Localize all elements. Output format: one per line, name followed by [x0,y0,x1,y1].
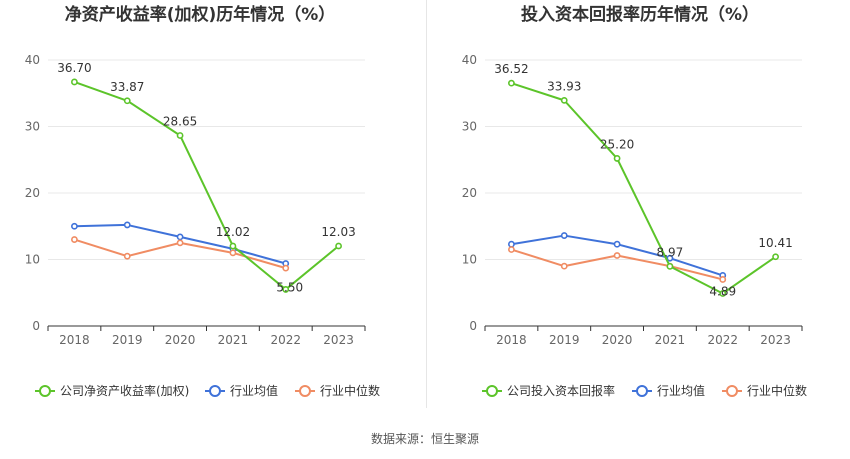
data-point [229,242,237,250]
legend-swatch-marker [299,385,311,397]
y-tick-label: 0 [469,319,477,333]
data-point [560,96,568,104]
data-label: 4.89 [709,284,736,298]
data-label: 33.93 [547,79,581,93]
x-tick-label: 2019 [112,333,143,347]
x-tick-label: 2018 [496,333,527,347]
data-point [719,290,727,297]
data-label: 36.52 [494,62,528,76]
data-point [71,222,78,230]
data-point [123,252,131,260]
data-point [282,286,290,293]
data-label: 36.70 [57,61,91,75]
x-tick-label: 2023 [323,333,354,347]
legend-swatch-marker [39,385,51,397]
legend-label-company: 公司净资产收益率(加权) [60,383,189,398]
data-point [613,155,621,162]
data-label: 5.50 [276,280,303,294]
panel-divider [426,0,427,408]
data-point [560,232,568,239]
legend-swatch-marker [726,385,738,397]
data-point [560,262,568,270]
data-label: 12.03 [321,225,355,239]
x-tick-label: 2021 [655,333,686,347]
y-tick-label: 40 [462,53,477,67]
x-tick-label: 2019 [549,333,580,347]
data-label: 28.65 [163,114,197,128]
data-point [176,239,184,247]
data-point [666,254,674,262]
data-point [71,236,78,243]
legend-label-industry-median: 行业中位数 [320,383,380,398]
data-source-note: 数据来源：恒生聚源 [370,432,479,446]
x-tick-label: 2020 [165,333,196,347]
data-point [71,78,78,86]
data-point [719,276,727,283]
chart-title-1: 净资产收益率(加权)历年情况（%） [65,4,336,25]
y-tick-label: 0 [32,319,40,333]
y-tick-label: 30 [25,120,40,134]
series-line-company [511,82,777,295]
data-label: 10.41 [758,236,792,250]
data-point [508,240,515,248]
y-tick-label: 40 [25,53,40,67]
data-point [229,249,237,257]
data-label: 8.97 [657,245,684,259]
y-tick-label: 20 [462,186,477,200]
legend-label-industry-avg: 行业均值 [657,383,705,398]
legend-label-industry-avg: 行业均值 [230,383,278,398]
y-tick-label: 10 [25,253,40,267]
data-point [613,240,621,248]
legend-swatch-marker [209,385,221,397]
legend-swatch-marker [636,385,648,397]
series-line-company [74,81,340,291]
data-label: 12.02 [216,225,250,239]
data-point [282,264,290,272]
x-tick-label: 2020 [602,333,633,347]
x-tick-label: 2018 [59,333,90,347]
y-tick-label: 30 [462,120,477,134]
data-point [335,242,342,250]
data-label: 25.20 [600,137,634,151]
data-point [666,262,674,270]
y-tick-label: 20 [25,186,40,200]
legend-label-company: 公司投入资本回报率 [507,383,615,398]
data-point [123,97,131,105]
chart-title-2: 投入资本回报率历年情况（%） [521,4,759,25]
legend-swatch-marker [486,385,498,397]
data-point [508,79,515,87]
x-tick-label: 2022 [270,333,301,347]
data-label: 33.87 [110,80,144,94]
y-tick-label: 10 [462,253,477,267]
data-point [123,221,131,229]
x-tick-label: 2022 [707,333,738,347]
x-tick-label: 2023 [760,333,791,347]
data-point [772,253,779,261]
data-point [613,252,621,259]
data-point [508,246,515,253]
x-tick-label: 2021 [218,333,249,347]
data-point [176,233,184,241]
data-point [176,132,184,139]
legend-label-industry-median: 行业中位数 [747,383,807,398]
